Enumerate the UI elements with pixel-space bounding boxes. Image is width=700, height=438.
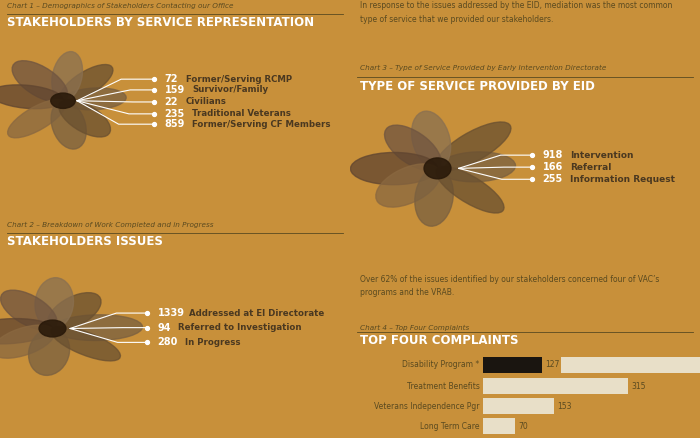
Bar <box>483 399 554 414</box>
Ellipse shape <box>35 278 74 328</box>
Text: STAKEHOLDERS ISSUES: STAKEHOLDERS ISSUES <box>7 236 163 248</box>
Bar <box>483 357 542 373</box>
Text: 127: 127 <box>545 360 559 369</box>
Ellipse shape <box>51 326 120 361</box>
Text: 235: 235 <box>164 109 185 119</box>
Text: Former/Serving RCMP: Former/Serving RCMP <box>186 74 292 84</box>
Text: 1339: 1339 <box>158 308 185 318</box>
Text: TYPE OF SERVICE PROVIDED BY EID: TYPE OF SERVICE PROVIDED BY EID <box>360 80 596 93</box>
Text: 72: 72 <box>164 74 178 84</box>
Ellipse shape <box>438 152 515 182</box>
Text: 70: 70 <box>519 422 528 431</box>
Text: Referral: Referral <box>570 162 612 172</box>
Ellipse shape <box>63 88 126 110</box>
Ellipse shape <box>12 61 68 102</box>
Ellipse shape <box>0 318 52 344</box>
Text: 918: 918 <box>542 150 563 160</box>
Text: Chart 4 – Top Four Complaints: Chart 4 – Top Four Complaints <box>360 325 470 331</box>
Ellipse shape <box>52 315 143 340</box>
Bar <box>561 357 700 373</box>
Text: In Progress: In Progress <box>186 338 241 347</box>
Bar <box>483 418 515 434</box>
Ellipse shape <box>50 93 76 109</box>
Text: Information Request: Information Request <box>570 175 676 184</box>
Text: Chart 2 – Breakdown of Work Completed and in Progress: Chart 2 – Breakdown of Work Completed an… <box>7 223 214 228</box>
Ellipse shape <box>48 293 101 330</box>
Ellipse shape <box>29 328 69 375</box>
Text: STAKEHOLDERS BY SERVICE REPRESENTATION: STAKEHOLDERS BY SERVICE REPRESENTATION <box>7 16 314 29</box>
Text: 315: 315 <box>632 382 646 391</box>
Ellipse shape <box>0 85 63 109</box>
Ellipse shape <box>60 64 113 102</box>
Text: 280: 280 <box>158 337 178 347</box>
Text: 22: 22 <box>164 97 178 107</box>
Text: In response to the issues addressed by the EID, mediation was the most common
ty: In response to the issues addressed by t… <box>360 1 673 24</box>
Text: Civilians: Civilians <box>186 98 226 106</box>
Ellipse shape <box>1 290 57 330</box>
Text: Intervention: Intervention <box>570 151 634 159</box>
Text: Over 62% of the issues identified by our stakeholders concerned four of VAC’s
pr: Over 62% of the issues identified by our… <box>360 275 660 297</box>
Text: Traditional Veterans: Traditional Veterans <box>193 110 291 118</box>
Ellipse shape <box>415 168 454 226</box>
Text: Long Term Care: Long Term Care <box>420 422 480 431</box>
Text: Disability Program *: Disability Program * <box>402 360 480 369</box>
Text: Referred to Investigation: Referred to Investigation <box>178 323 302 332</box>
Text: Treatment Benefits: Treatment Benefits <box>407 382 480 391</box>
Ellipse shape <box>376 164 440 207</box>
Ellipse shape <box>39 320 66 337</box>
Text: 166: 166 <box>542 162 563 172</box>
Text: Chart 3 – Type of Service Provided by Early Intervention Directorate: Chart 3 – Type of Service Provided by Ea… <box>360 65 607 71</box>
Ellipse shape <box>424 158 451 179</box>
Text: 159: 159 <box>164 85 185 95</box>
Text: 94: 94 <box>158 323 171 332</box>
Text: Former/Serving CF Members: Former/Serving CF Members <box>193 120 331 129</box>
Ellipse shape <box>8 99 65 138</box>
Text: Survivor/Family: Survivor/Family <box>193 85 269 95</box>
Ellipse shape <box>0 325 55 358</box>
Text: TOP FOUR COMPLAINTS: TOP FOUR COMPLAINTS <box>360 334 519 347</box>
Bar <box>483 378 629 394</box>
Ellipse shape <box>351 152 438 185</box>
Ellipse shape <box>384 125 441 171</box>
Ellipse shape <box>51 101 86 149</box>
Ellipse shape <box>436 122 511 171</box>
Text: 255: 255 <box>542 174 563 184</box>
Text: Veterans Independence Pgr: Veterans Independence Pgr <box>374 402 480 411</box>
Text: 153: 153 <box>557 402 572 411</box>
Ellipse shape <box>436 166 504 213</box>
Text: Chart 1 – Demographics of Stakeholders Contacting our Office: Chart 1 – Demographics of Stakeholders C… <box>7 3 234 9</box>
Ellipse shape <box>52 52 83 101</box>
Ellipse shape <box>412 111 451 169</box>
Text: Addressed at EI Directorate: Addressed at EI Directorate <box>189 309 324 318</box>
Text: 859: 859 <box>164 119 185 129</box>
Ellipse shape <box>59 99 111 137</box>
